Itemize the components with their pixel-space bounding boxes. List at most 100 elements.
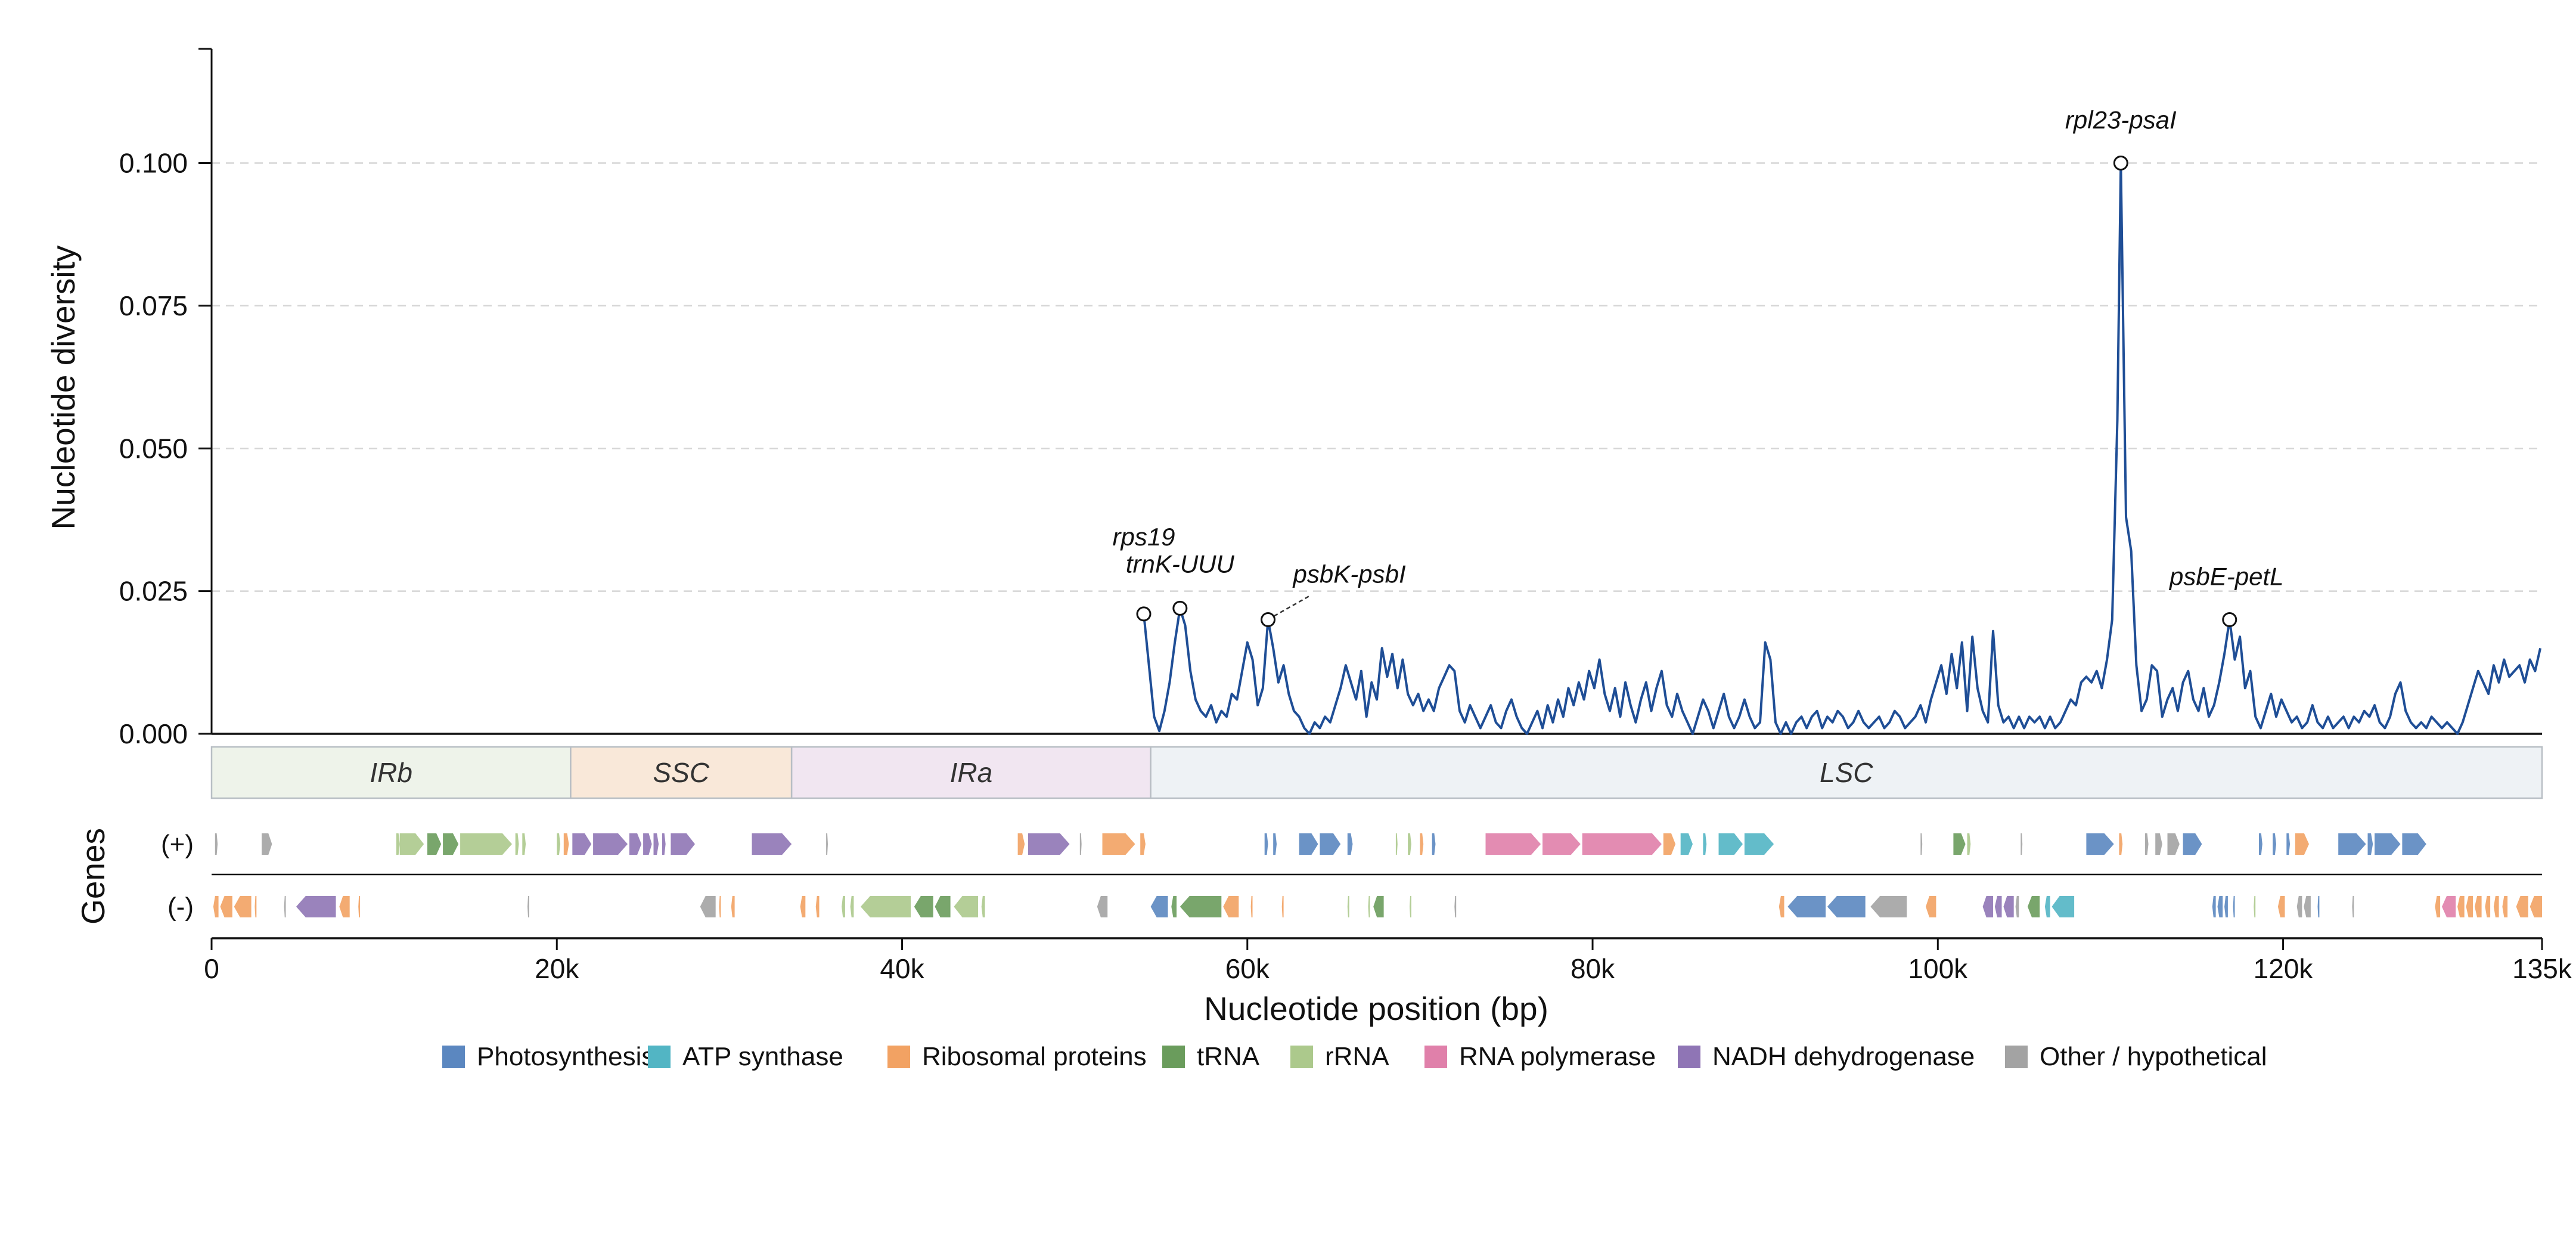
y-tick-label: 0.000: [119, 718, 188, 749]
gene-block: [861, 896, 911, 917]
gene-block: [2086, 833, 2114, 855]
gene-block: [2183, 833, 2202, 855]
gene-block: [826, 833, 828, 855]
gene-block: [557, 833, 561, 855]
gene-block: [1079, 833, 1082, 855]
legend-swatch: [2005, 1046, 2028, 1068]
gene-block: [522, 833, 526, 855]
gene-block: [2259, 833, 2262, 855]
gene-block: [662, 833, 666, 855]
strand-label-plus: (+): [161, 830, 194, 859]
gene-block: [2457, 896, 2465, 917]
gene-block: [2296, 896, 2302, 917]
region-irb: [210, 746, 572, 799]
gene-block: [1420, 833, 1424, 855]
gene-block: [1368, 896, 1370, 917]
diversity-series: [1143, 162, 2542, 735]
legend-label: ATP synthase: [682, 1042, 843, 1071]
gene-block: [1432, 833, 1436, 855]
x-tick-label: 80k: [1571, 953, 1615, 984]
peak-label: trnK-UUU: [1126, 550, 1235, 578]
gene-block: [815, 896, 820, 917]
region-ssc: [570, 746, 793, 799]
gene-block: [1102, 833, 1135, 855]
x-axis: 0 20k 40k 60k 80k 100k 120k 135k: [204, 938, 2572, 984]
gene-block: [1320, 833, 1341, 855]
gene-block: [2052, 896, 2075, 917]
gene-block: [396, 833, 400, 855]
legend-label: rRNA: [1325, 1042, 1389, 1071]
gene-block: [2233, 896, 2235, 917]
gene-block: [653, 833, 659, 855]
gene-block: [2516, 896, 2528, 917]
peak-label: rpl23-psaI: [2065, 106, 2177, 134]
gene-block: [2015, 896, 2019, 917]
gene-block: [515, 833, 519, 855]
gene-tracks: (+) (-): [161, 830, 2542, 939]
y-tick-label: 0.025: [119, 576, 188, 607]
gene-block: [427, 833, 442, 855]
gene-block: [572, 833, 592, 855]
gene-block: [2442, 896, 2456, 917]
gene-block: [719, 896, 721, 917]
gene-block: [1787, 896, 1826, 917]
gene-block: [2224, 896, 2228, 917]
gene-block: [358, 896, 361, 917]
gene-block: [2485, 896, 2491, 917]
gene-block: [700, 896, 716, 917]
gene-block: [800, 896, 806, 917]
x-axis-title: Nucleotide position (bp): [1204, 990, 1548, 1027]
peak-label: psbK-psbI: [1292, 560, 1406, 588]
gene-block: [1395, 833, 1398, 855]
legend-label: Other / hypothetical: [2040, 1042, 2267, 1071]
gene-block: [1718, 833, 1743, 855]
peak-marker: [1172, 600, 1188, 616]
gene-block: [2367, 833, 2373, 855]
gene-block: [2021, 833, 2023, 855]
gene-block: [1281, 896, 1284, 917]
gene-block: [1779, 896, 1784, 917]
gene-block: [1994, 896, 2002, 917]
gene-block: [2119, 833, 2123, 855]
region-label: IRb: [370, 757, 412, 788]
gene-block: [2304, 896, 2311, 917]
gene-block: [2466, 896, 2473, 917]
legend-swatch: [648, 1046, 671, 1068]
strand-label-minus: (-): [167, 892, 194, 922]
gene-block: [443, 833, 459, 855]
y-axis: 0.000 0.025 0.050 0.075 0.100: [119, 48, 2542, 749]
legend-swatch: [1424, 1046, 1447, 1068]
gene-block: [2317, 896, 2320, 917]
gene-block: [2352, 896, 2354, 917]
gene-block: [981, 896, 985, 917]
gene-block: [1827, 896, 1866, 917]
genome-regions: IRb SSC IRa LSC: [210, 746, 2543, 799]
gene-block: [1223, 896, 1239, 917]
gene-block: [935, 896, 951, 917]
gene-block: [2286, 833, 2291, 855]
gene-block: [1663, 833, 1676, 855]
gene-block: [2003, 896, 2014, 917]
gene-block: [2167, 833, 2180, 855]
gene-block: [1273, 833, 1277, 855]
gene-block: [1680, 833, 1693, 855]
x-tick-label: 40k: [880, 953, 924, 984]
gene-block: [460, 833, 512, 855]
gene-block: [2217, 896, 2223, 917]
region-label: SSC: [653, 757, 709, 788]
gene-block: [2027, 896, 2040, 917]
gene-block: [234, 896, 252, 917]
gene-block: [1150, 896, 1168, 917]
gene-block: [2402, 833, 2426, 855]
gene-block: [1870, 896, 1907, 917]
gene-block: [1171, 896, 1177, 917]
gene-block: [1744, 833, 1774, 855]
gene-block: [2338, 833, 2366, 855]
gene-block: [1920, 833, 1923, 855]
gene-block: [2277, 896, 2285, 917]
gene-block: [1408, 833, 1411, 855]
genes-track-title: Genes: [75, 828, 111, 925]
y-axis-title: Nucleotide diversity: [45, 245, 82, 529]
gene-block: [296, 896, 336, 917]
